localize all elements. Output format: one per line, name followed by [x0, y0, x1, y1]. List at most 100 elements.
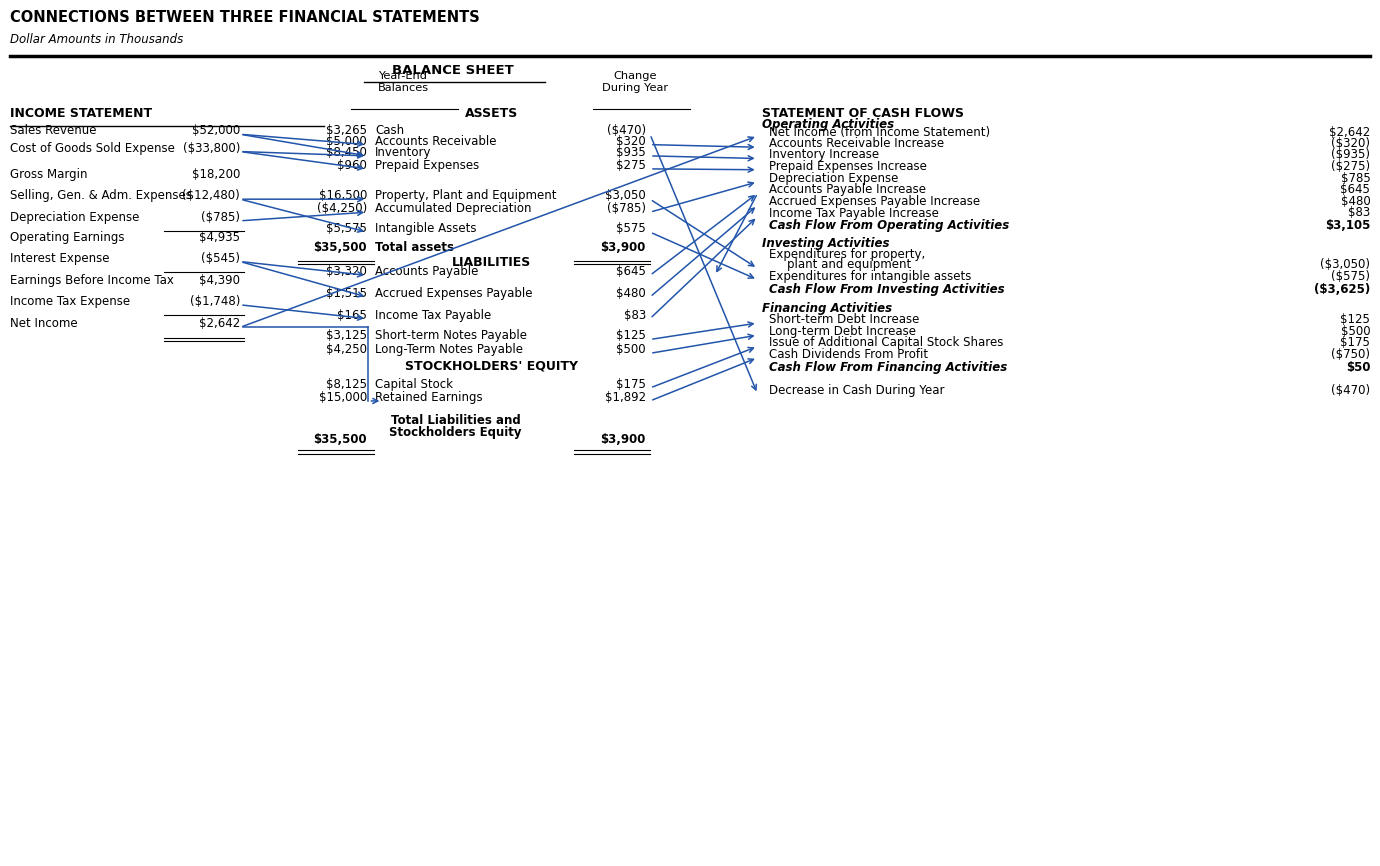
Text: ($470): ($470)	[607, 124, 646, 137]
Text: Sales Revenue: Sales Revenue	[10, 124, 97, 137]
Text: $3,105: $3,105	[1325, 218, 1370, 231]
Text: ($785): ($785)	[201, 210, 240, 223]
Text: $18,200: $18,200	[192, 167, 240, 180]
Text: Net Income (from Income Statement): Net Income (from Income Statement)	[769, 126, 989, 139]
Text: $480: $480	[615, 287, 646, 300]
Text: ($750): ($750)	[1332, 347, 1370, 360]
Text: $960: $960	[337, 158, 367, 171]
Text: $575: $575	[615, 222, 646, 235]
Text: Inventory: Inventory	[375, 145, 432, 158]
Text: ASSETS: ASSETS	[465, 107, 518, 120]
Text: Prepaid Expenses Increase: Prepaid Expenses Increase	[769, 159, 926, 172]
Text: $50: $50	[1346, 360, 1370, 373]
Text: Dollar Amounts in Thousands: Dollar Amounts in Thousands	[10, 33, 184, 46]
Text: Accrued Expenses Payable: Accrued Expenses Payable	[375, 287, 533, 300]
Text: $5,000: $5,000	[326, 134, 367, 147]
Text: $2,642: $2,642	[1329, 126, 1370, 139]
Text: $52,000: $52,000	[192, 124, 240, 137]
Text: $500: $500	[617, 343, 646, 356]
Text: ($3,050): ($3,050)	[1321, 258, 1370, 271]
Text: ($935): ($935)	[1332, 148, 1370, 161]
Text: $16,500: $16,500	[319, 189, 367, 202]
Text: $125: $125	[615, 329, 646, 342]
Text: Short-term Debt Increase: Short-term Debt Increase	[769, 313, 919, 326]
Text: Capital Stock: Capital Stock	[375, 378, 454, 391]
Text: $4,390: $4,390	[199, 274, 240, 287]
Text: Selling, Gen. & Adm. Expenses: Selling, Gen. & Adm. Expenses	[10, 189, 192, 202]
Text: Intangible Assets: Intangible Assets	[375, 222, 477, 235]
Text: Cash Dividends From Profit: Cash Dividends From Profit	[769, 347, 927, 360]
Text: Financing Activities: Financing Activities	[762, 301, 891, 314]
Text: $165: $165	[337, 308, 367, 321]
Text: LIABILITIES: LIABILITIES	[451, 255, 531, 268]
Text: $4,250: $4,250	[326, 343, 367, 356]
Text: $8,125: $8,125	[326, 378, 367, 391]
Text: Earnings Before Income Tax: Earnings Before Income Tax	[10, 274, 174, 287]
Text: INCOME STATEMENT: INCOME STATEMENT	[10, 107, 152, 120]
Text: Gross Margin: Gross Margin	[10, 167, 87, 180]
Text: Change
During Year: Change During Year	[602, 71, 668, 93]
Text: $3,125: $3,125	[326, 329, 367, 342]
Text: ($785): ($785)	[607, 202, 646, 215]
Text: Inventory Increase: Inventory Increase	[769, 148, 879, 161]
Text: Depreciation Expense: Depreciation Expense	[10, 210, 139, 223]
Text: Cash Flow From Investing Activities: Cash Flow From Investing Activities	[769, 282, 1005, 295]
Text: Long-term Debt Increase: Long-term Debt Increase	[769, 325, 916, 338]
Text: Retained Earnings: Retained Earnings	[375, 391, 483, 404]
Text: Cash Flow From Financing Activities: Cash Flow From Financing Activities	[769, 360, 1007, 373]
Text: ($545): ($545)	[201, 251, 240, 264]
Text: Cash: Cash	[375, 124, 404, 137]
Text: $3,320: $3,320	[326, 265, 367, 278]
Text: Prepaid Expenses: Prepaid Expenses	[375, 158, 480, 171]
Text: Net Income: Net Income	[10, 317, 77, 330]
Text: BALANCE SHEET: BALANCE SHEET	[392, 63, 513, 76]
Text: Issue of Additional Capital Stock Shares: Issue of Additional Capital Stock Shares	[769, 336, 1003, 349]
Text: $1,892: $1,892	[604, 391, 646, 404]
Text: $645: $645	[1340, 183, 1370, 196]
Text: $275: $275	[615, 158, 646, 171]
Text: Accounts Payable Increase: Accounts Payable Increase	[769, 183, 926, 196]
Text: Long-Term Notes Payable: Long-Term Notes Payable	[375, 343, 523, 356]
Text: STOCKHOLDERS' EQUITY: STOCKHOLDERS' EQUITY	[404, 359, 578, 372]
Text: $2,642: $2,642	[199, 317, 240, 330]
Text: Total Liabilities and: Total Liabilities and	[391, 414, 520, 427]
Text: CONNECTIONS BETWEEN THREE FINANCIAL STATEMENTS: CONNECTIONS BETWEEN THREE FINANCIAL STAT…	[10, 10, 479, 24]
Text: $5,575: $5,575	[326, 222, 367, 235]
Text: STATEMENT OF CASH FLOWS: STATEMENT OF CASH FLOWS	[762, 107, 963, 120]
Text: Decrease in Cash During Year: Decrease in Cash During Year	[769, 384, 944, 397]
Text: ($320): ($320)	[1332, 137, 1370, 150]
Text: ($3,625): ($3,625)	[1314, 282, 1370, 295]
Text: ($275): ($275)	[1332, 159, 1370, 172]
Text: Expenditures for intangible assets: Expenditures for intangible assets	[769, 269, 972, 282]
Text: Accrued Expenses Payable Increase: Accrued Expenses Payable Increase	[769, 195, 980, 208]
Text: $1,515: $1,515	[326, 287, 367, 300]
Text: $3,900: $3,900	[600, 241, 646, 254]
Text: $175: $175	[1340, 336, 1370, 349]
Text: Interest Expense: Interest Expense	[10, 251, 109, 264]
Text: Property, Plant and Equipment: Property, Plant and Equipment	[375, 189, 558, 202]
Text: $15,000: $15,000	[319, 391, 367, 404]
Text: Income Tax Payable Increase: Income Tax Payable Increase	[769, 206, 938, 219]
Text: $3,900: $3,900	[600, 433, 646, 446]
Text: Short-term Notes Payable: Short-term Notes Payable	[375, 329, 527, 342]
Text: plant and equipment: plant and equipment	[787, 258, 911, 271]
Text: $83: $83	[1348, 206, 1370, 219]
Text: $35,500: $35,500	[313, 433, 367, 446]
Text: ($12,480): ($12,480)	[182, 189, 240, 202]
Text: Income Tax Payable: Income Tax Payable	[375, 308, 491, 321]
Text: ($33,800): ($33,800)	[182, 141, 240, 154]
Text: $645: $645	[615, 265, 646, 278]
Text: $320: $320	[615, 134, 646, 147]
Text: Expenditures for property,: Expenditures for property,	[769, 248, 925, 261]
Text: Accumulated Depreciation: Accumulated Depreciation	[375, 202, 531, 215]
Text: $35,500: $35,500	[313, 241, 367, 254]
Text: Cash Flow From Operating Activities: Cash Flow From Operating Activities	[769, 218, 1009, 231]
Text: ($575): ($575)	[1332, 269, 1370, 282]
Text: Total assets: Total assets	[375, 241, 454, 254]
Text: $480: $480	[1340, 195, 1370, 208]
Text: ($1,748): ($1,748)	[189, 294, 240, 307]
Text: $785: $785	[1340, 171, 1370, 184]
Text: Operating Earnings: Operating Earnings	[10, 230, 124, 243]
Text: ($470): ($470)	[1332, 384, 1370, 397]
Text: $935: $935	[615, 145, 646, 158]
